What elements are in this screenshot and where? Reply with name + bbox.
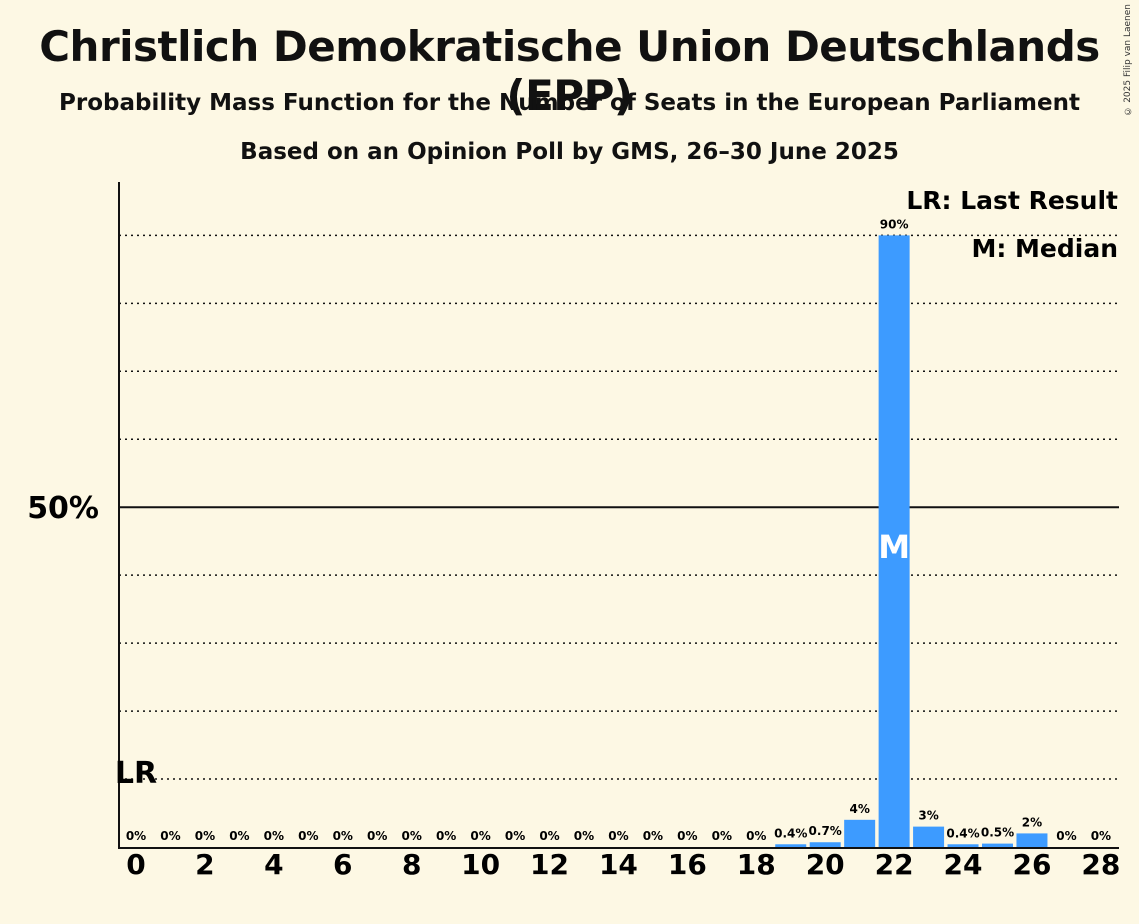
- x-tick-26: 26: [1012, 848, 1051, 881]
- y-tick-50: 50%: [27, 491, 99, 526]
- x-tick-8: 8: [402, 848, 421, 881]
- x-tick-24: 24: [944, 848, 983, 881]
- x-tick-20: 20: [806, 848, 845, 881]
- value-label-seat-18: 0%: [746, 829, 766, 843]
- grid-lines: [119, 234, 1119, 780]
- value-label-seat-10: 0%: [470, 829, 490, 843]
- value-label-seat-14: 0%: [608, 829, 628, 843]
- x-tick-4: 4: [264, 848, 283, 881]
- value-label-seat-17: 0%: [712, 829, 732, 843]
- x-tick-labels: 0 2 4 6 8 10 12 14 16 18 20 22 24 26 28: [126, 848, 1120, 881]
- value-label-seat-1: 0%: [160, 829, 180, 843]
- value-label-seat-0: 0%: [126, 829, 146, 843]
- value-label-seat-27: 0%: [1056, 829, 1076, 843]
- value-labels: 0% 0% 0% 0% 0% 0% 0% 0% 0% 0% 0% 0% 0% 0% 0% 0% 0% 0% 0% 0.…: [126, 217, 1111, 843]
- bar-seat-24: [947, 844, 979, 847]
- chart-title: Christlich Demokratische Union Deutschla…: [39, 22, 1100, 120]
- value-label-seat-22: 90%: [880, 217, 909, 231]
- x-tick-16: 16: [668, 848, 707, 881]
- chart-subtitle: Probability Mass Function for the Number…: [59, 90, 1080, 116]
- value-label-seat-23: 3%: [918, 809, 938, 823]
- value-label-seat-28: 0%: [1091, 829, 1111, 843]
- x-tick-18: 18: [737, 848, 776, 881]
- value-label-seat-26: 2%: [1022, 815, 1042, 829]
- value-label-seat-24: 0.4%: [946, 826, 979, 840]
- value-label-seat-5: 0%: [298, 829, 318, 843]
- value-label-seat-20: 0.7%: [809, 824, 842, 838]
- value-label-seat-6: 0%: [333, 829, 353, 843]
- value-label-seat-7: 0%: [367, 829, 387, 843]
- bar-seat-22: [878, 235, 910, 848]
- value-label-seat-13: 0%: [574, 829, 594, 843]
- value-label-seat-11: 0%: [505, 829, 525, 843]
- x-tick-12: 12: [530, 848, 569, 881]
- bar-seat-26: [1016, 833, 1048, 847]
- x-tick-0: 0: [126, 848, 145, 881]
- value-label-seat-4: 0%: [264, 829, 284, 843]
- value-label-seat-21: 4%: [849, 802, 869, 816]
- chart-subtitle-poll: Based on an Opinion Poll by GMS, 26–30 J…: [240, 139, 899, 165]
- last-result-marker: LR: [115, 756, 157, 791]
- value-label-seat-9: 0%: [436, 829, 456, 843]
- value-label-seat-2: 0%: [195, 829, 215, 843]
- x-tick-14: 14: [599, 848, 638, 881]
- x-tick-10: 10: [461, 848, 500, 881]
- bar-seat-21: [844, 819, 876, 847]
- x-tick-22: 22: [875, 848, 914, 881]
- value-label-seat-3: 0%: [229, 829, 249, 843]
- legend-median: M: Median: [971, 234, 1118, 263]
- bar-seat-23: [913, 826, 945, 847]
- value-label-seat-8: 0%: [401, 829, 421, 843]
- x-tick-6: 6: [333, 848, 352, 881]
- median-marker: M: [878, 528, 910, 566]
- legend-last-result: LR: Last Result: [906, 186, 1118, 215]
- value-label-seat-12: 0%: [539, 829, 559, 843]
- bars: [775, 235, 1048, 848]
- value-label-seat-15: 0%: [643, 829, 663, 843]
- x-tick-2: 2: [195, 848, 214, 881]
- bar-seat-20: [809, 842, 841, 847]
- x-tick-28: 28: [1081, 848, 1120, 881]
- value-label-seat-16: 0%: [677, 829, 697, 843]
- bar-seat-19: [775, 844, 807, 847]
- y-tick-labels: 50%: [27, 491, 99, 526]
- bar-seat-25: [982, 843, 1013, 847]
- value-label-seat-19: 0.4%: [774, 826, 807, 840]
- value-label-seat-25: 0.5%: [981, 826, 1014, 840]
